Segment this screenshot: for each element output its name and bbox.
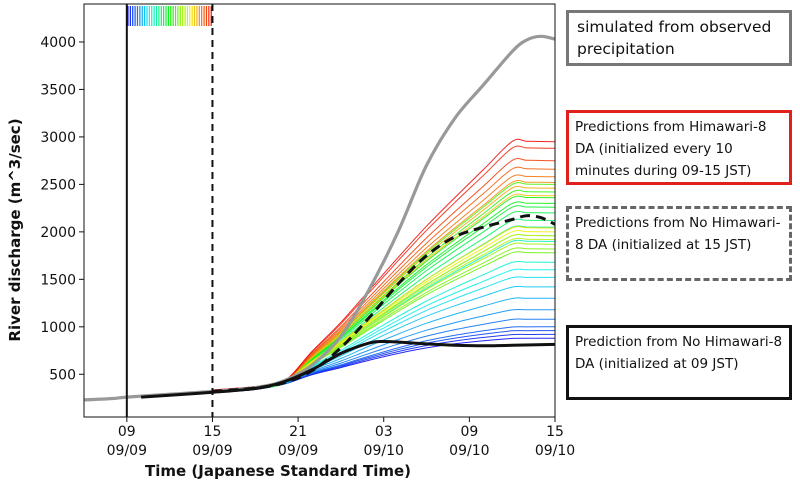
x-axis-title: Time (Japanese Standard Time) [145, 462, 411, 480]
y-tick-label: 500 [49, 367, 76, 383]
series-line-nodata-09 [140, 339, 556, 399]
legend-no-da-15jst: Predictions from No Himawari-8 DA (initi… [566, 206, 792, 281]
series-lines [83, 34, 556, 402]
da-ensemble-line [212, 233, 556, 392]
da-ensemble-line [212, 333, 555, 394]
y-tick-label: 3500 [40, 82, 76, 98]
x-axis-ticks: 09 09/09 15 09/09 21 09/09 03 09/10 09 09/10 15 09/… [107, 417, 575, 459]
da-ensemble-line [212, 326, 555, 393]
legend-himawari-da-label: Predictions from Himawari-8 DA (initiali… [575, 119, 767, 179]
x-tick-label-hour: 03 [375, 424, 393, 440]
x-tick-label-hour: 09 [118, 424, 136, 440]
x-tick-label-hour: 15 [546, 424, 564, 440]
legend-no-da-09jst: Prediction from No Himawari-8 DA (initia… [566, 325, 792, 400]
legend-no-da-15jst-label: Predictions from No Himawari-8 DA (initi… [575, 215, 781, 253]
da-ensemble-line [212, 308, 555, 393]
series-line-nodata-15 [212, 214, 556, 393]
da-ensemble-lines [212, 138, 556, 394]
x-tick-label-date: 09/09 [278, 443, 318, 459]
x-tick-label-date: 09/10 [364, 443, 404, 459]
da-ensemble-line [212, 226, 556, 392]
da-ensemble-line [212, 182, 556, 392]
da-ensemble-line [212, 247, 556, 392]
x-tick-label-hour: 21 [289, 424, 307, 440]
y-tick-label: 1000 [40, 320, 76, 336]
da-ensemble-line [212, 205, 556, 392]
initialization-markers [125, 4, 214, 417]
x-tick-label-date: 09/09 [192, 443, 232, 459]
x-tick-label-date: 09/10 [449, 443, 489, 459]
y-tick-label: 2500 [40, 177, 76, 193]
da-ensemble-line [212, 318, 555, 393]
plot-frame [83, 3, 556, 418]
da-ensemble-line [212, 225, 555, 393]
y-tick-label: 3000 [40, 130, 76, 146]
x-tick-label-date: 09/09 [107, 443, 147, 459]
da-ensemble-line [212, 276, 555, 393]
legend-himawari-da: Predictions from Himawari-8 DA (initiali… [566, 110, 792, 185]
legend-observed-label: simulated from observed precipitation [577, 18, 772, 58]
y-axis-title: River discharge (m^3/sec) [6, 118, 24, 341]
initialization-color-strip [127, 6, 212, 26]
x-tick-label-date: 09/10 [535, 443, 575, 459]
x-tick-label-hour: 15 [204, 424, 222, 440]
da-ensemble-line [212, 174, 556, 391]
y-tick-label: 1500 [40, 272, 76, 288]
y-tick-label: 4000 [40, 35, 76, 51]
y-tick-label: 2000 [40, 225, 76, 241]
x-tick-label-hour: 09 [460, 424, 478, 440]
da-ensemble-line [212, 268, 555, 393]
y-axis-ticks: 500 1000 1500 2000 2500 3000 3500 4000 [40, 35, 84, 383]
legend-no-da-09jst-label: Prediction from No Himawari-8 DA (initia… [575, 334, 783, 372]
legend-observed: simulated from observed precipitation [566, 10, 792, 66]
